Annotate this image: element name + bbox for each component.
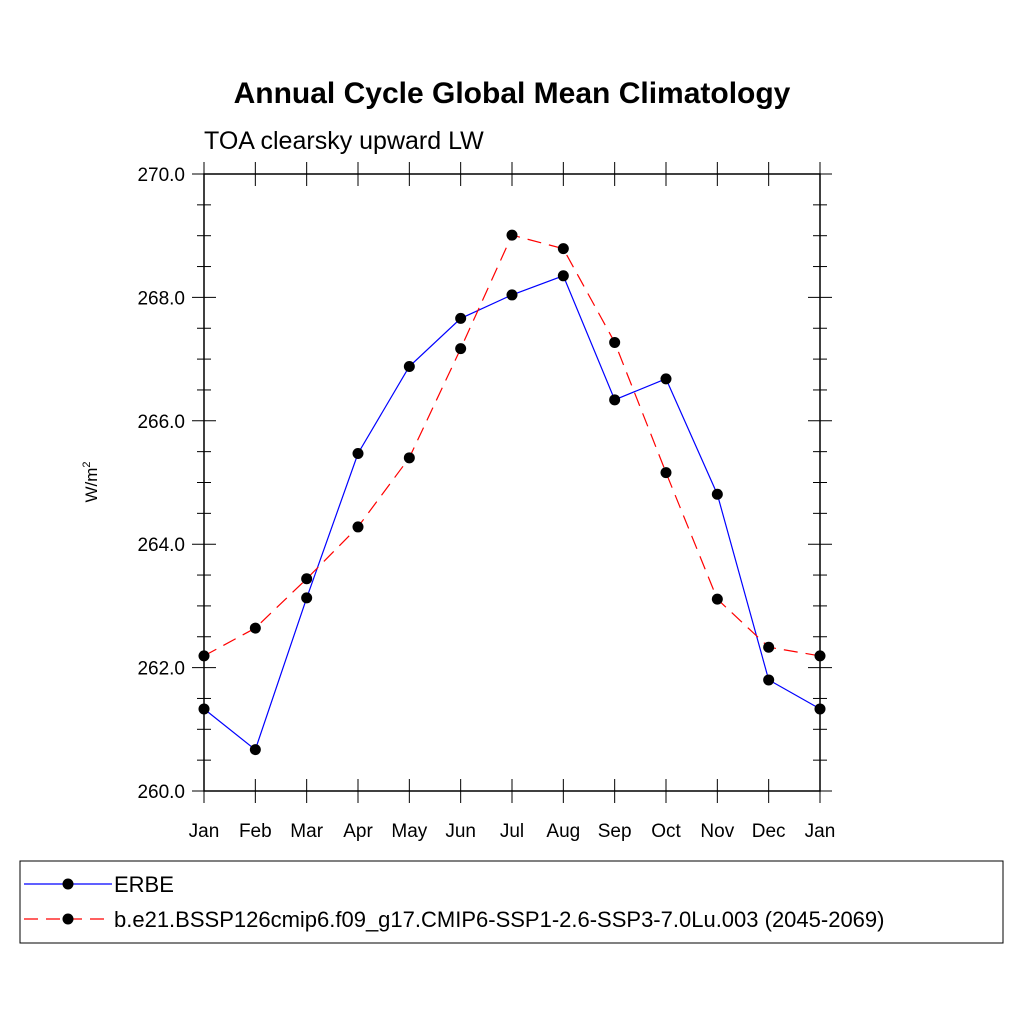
series-2-point xyxy=(660,467,672,479)
y-axis-label: W/m2 xyxy=(81,461,101,502)
legend: ERBE b.e21.BSSP126cmip6.f09_g17.CMIP6-SSP… xyxy=(19,860,1004,944)
series-2-point xyxy=(763,641,775,653)
x-tick-label: Aug xyxy=(546,821,580,842)
x-tick-label: Feb xyxy=(239,821,272,842)
legend-box xyxy=(19,860,1004,944)
series-line-1 xyxy=(203,275,821,751)
x-tick-label: Mar xyxy=(290,821,323,842)
x-tick-label: Nov xyxy=(700,821,734,842)
legend-marker-2 xyxy=(62,913,74,925)
legend-label-2: b.e21.BSSP126cmip6.f09_g17.CMIP6-SSP1-2.… xyxy=(114,907,884,932)
series-2-point xyxy=(403,452,415,464)
series-2-point xyxy=(352,521,364,533)
y-tick-label: 268.0 xyxy=(137,288,185,309)
chart-subtitle: TOA clearsky upward LW xyxy=(204,127,484,155)
series-1-point xyxy=(711,488,723,500)
svg-text:W/m2: W/m2 xyxy=(81,461,101,502)
x-tick-label: Jan xyxy=(805,821,836,842)
y-tick-labels: 260.0 262.0 264.0 266.0 268.0 270.0 xyxy=(137,165,185,803)
chart-title: Annual Cycle Global Mean Climatology xyxy=(234,77,791,110)
axis-ticks xyxy=(192,162,832,803)
series-layer xyxy=(198,229,826,756)
x-tick-label: Jul xyxy=(500,821,524,842)
series-1-point xyxy=(557,270,569,282)
x-tick-label: Jun xyxy=(445,821,476,842)
x-tick-label: Oct xyxy=(651,821,681,842)
series-1-point xyxy=(609,394,621,406)
series-1-point xyxy=(249,744,261,756)
series-1-point xyxy=(403,361,415,373)
y-tick-label: 264.0 xyxy=(137,535,185,556)
series-1-point xyxy=(301,592,313,604)
series-1-point xyxy=(660,373,672,385)
x-tick-label: Jan xyxy=(189,821,220,842)
y-tick-label: 260.0 xyxy=(137,782,185,803)
series-2-point xyxy=(301,573,313,585)
y-axis-label-superscript: 2 xyxy=(81,461,93,467)
series-1-point xyxy=(763,674,775,686)
y-tick-label: 262.0 xyxy=(137,659,185,680)
series-2-point xyxy=(711,593,723,605)
series-1-point xyxy=(506,289,518,301)
x-tick-label: Dec xyxy=(752,821,786,842)
x-tick-label: Apr xyxy=(343,821,373,842)
series-2-point xyxy=(557,243,569,255)
plot-frame xyxy=(203,173,821,792)
legend-marker-1 xyxy=(62,878,74,890)
series-2-point xyxy=(249,622,261,634)
x-tick-label: Sep xyxy=(598,821,632,842)
series-2-point xyxy=(506,229,518,241)
series-2-point xyxy=(609,336,621,348)
series-1-point xyxy=(352,448,364,460)
y-axis-label-text: W/m xyxy=(82,468,101,503)
x-tick-label: May xyxy=(391,821,427,842)
y-tick-label: 266.0 xyxy=(137,412,185,433)
series-1-point xyxy=(455,312,467,324)
legend-label-1: ERBE xyxy=(114,872,174,897)
y-tick-label: 270.0 xyxy=(137,165,185,186)
x-tick-labels: Jan Feb Mar Apr May Jun Jul Aug Sep Oct Nov Dec Jan xyxy=(189,821,836,842)
series-2-point xyxy=(455,343,467,355)
